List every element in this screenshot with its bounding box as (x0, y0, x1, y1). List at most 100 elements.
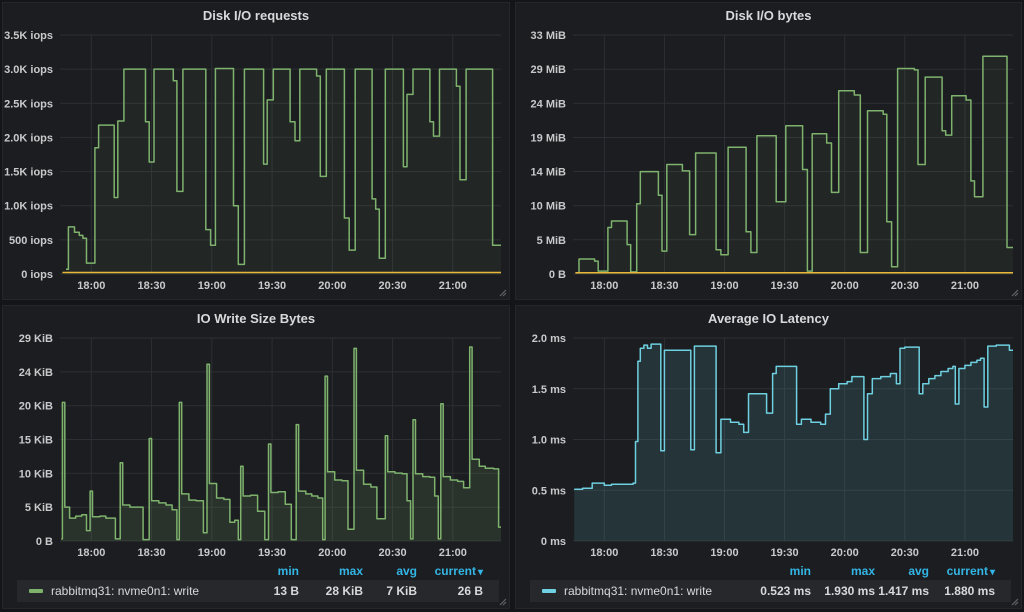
svg-text:2.0K iops: 2.0K iops (4, 132, 53, 144)
svg-text:20:30: 20:30 (379, 547, 407, 559)
sort-caret-icon: ▾ (989, 567, 995, 578)
stat-current: 1.880 ms (944, 584, 995, 598)
svg-text:19:00: 19:00 (198, 280, 226, 292)
svg-text:0 B: 0 B (36, 536, 53, 548)
svg-text:20:30: 20:30 (379, 280, 407, 292)
svg-text:3.5K iops: 3.5K iops (4, 30, 53, 42)
panel-io-write-size-bytes: IO Write Size Bytes 0 B 5 KiB 10 KiB 15 KiB… (2, 305, 510, 609)
svg-text:24 KiB: 24 KiB (19, 367, 53, 379)
svg-text:18:00: 18:00 (590, 547, 618, 559)
svg-text:24 MiB: 24 MiB (531, 98, 567, 110)
series-color-marker-icon[interactable] (29, 589, 43, 593)
stat-min: 13 B (273, 584, 299, 598)
svg-text:19:00: 19:00 (710, 547, 738, 559)
svg-text:0 B: 0 B (549, 269, 566, 281)
svg-text:19 MiB: 19 MiB (531, 133, 567, 145)
legend-sort-avg[interactable]: avg (908, 564, 929, 578)
svg-text:15 KiB: 15 KiB (19, 435, 53, 447)
svg-text:5 MiB: 5 MiB (537, 235, 566, 247)
average-io-latency-chart[interactable]: 0 ms 0.5 ms 1.0 ms 1.5 ms 2.0 ms 18:00 18:30 19… (516, 330, 1021, 562)
svg-text:21:00: 21:00 (439, 280, 467, 292)
series-name[interactable]: rabbitmq31: nvme0n1: write (564, 584, 713, 598)
legend-sort-min[interactable]: min (789, 564, 811, 578)
svg-text:18:30: 18:30 (650, 547, 678, 559)
resize-handle-icon[interactable] (1010, 597, 1019, 606)
legend-header-row: min max avg current ▾ (17, 562, 499, 580)
stat-current: 26 B (457, 584, 483, 598)
legend: min max avg current ▾ rabbitmq31: nvme0n1… (17, 562, 499, 602)
legend-sort-current[interactable]: current ▾ (946, 564, 995, 578)
svg-text:18:00: 18:00 (590, 280, 618, 292)
svg-text:19:30: 19:30 (258, 547, 286, 559)
svg-text:20:00: 20:00 (318, 280, 346, 292)
svg-text:21:00: 21:00 (951, 280, 979, 292)
svg-text:29 MiB: 29 MiB (531, 64, 567, 76)
svg-text:19:30: 19:30 (771, 547, 799, 559)
svg-text:2.0 ms: 2.0 ms (532, 333, 566, 345)
legend-series-row: rabbitmq31: nvme0n1: write 13 B 28 KiB 7… (17, 580, 499, 602)
svg-text:33 MiB: 33 MiB (531, 30, 567, 42)
panel-title[interactable]: IO Write Size Bytes (196, 311, 316, 326)
svg-text:14 MiB: 14 MiB (531, 167, 567, 179)
svg-text:10 MiB: 10 MiB (531, 201, 567, 213)
panel-disk-io-requests: Disk I/O requests 0 iops 500 iops 1.0K iop… (2, 2, 510, 300)
svg-text:19:00: 19:00 (198, 547, 226, 559)
series-color-marker-icon[interactable] (542, 589, 556, 593)
legend-header-row: min max avg current ▾ (530, 562, 1011, 580)
resize-handle-icon[interactable] (1010, 288, 1019, 297)
resize-handle-icon[interactable] (498, 288, 507, 297)
panel-title[interactable]: Disk I/O bytes (725, 8, 812, 23)
svg-text:19:00: 19:00 (710, 280, 738, 292)
svg-text:19:30: 19:30 (771, 280, 799, 292)
svg-text:1.0K iops: 1.0K iops (4, 201, 53, 213)
sort-caret-icon: ▾ (477, 567, 483, 578)
svg-text:21:00: 21:00 (439, 547, 467, 559)
resize-handle-icon[interactable] (498, 597, 507, 606)
io-write-size-bytes-chart[interactable]: 0 B 5 KiB 10 KiB 15 KiB 20 KiB 24 KiB 29 KiB 18… (3, 330, 509, 562)
legend: min max avg current ▾ rabbitmq31: nvme0n1… (530, 562, 1011, 602)
svg-text:18:30: 18:30 (138, 547, 166, 559)
svg-text:20:00: 20:00 (318, 547, 346, 559)
svg-text:18:30: 18:30 (138, 280, 166, 292)
svg-text:20:30: 20:30 (891, 547, 919, 559)
svg-text:1.5K iops: 1.5K iops (4, 167, 53, 179)
legend-sort-min[interactable]: min (277, 564, 299, 578)
svg-text:0.5 ms: 0.5 ms (532, 485, 566, 497)
legend-sort-max[interactable]: max (338, 564, 363, 578)
svg-text:18:00: 18:00 (77, 280, 105, 292)
stat-min: 0.523 ms (760, 584, 811, 598)
svg-text:18:00: 18:00 (77, 547, 105, 559)
panel-average-io-latency: Average IO Latency 0 ms 0.5 ms 1.0 ms 1.5 m… (515, 305, 1022, 609)
disk-io-requests-chart[interactable]: 0 iops 500 iops 1.0K iops 1.5K iops 2.0K iop… (3, 27, 509, 295)
stat-max: 28 KiB (325, 584, 363, 598)
svg-text:1.0 ms: 1.0 ms (532, 435, 566, 447)
panel-title[interactable]: Average IO Latency (708, 311, 829, 326)
svg-text:20:00: 20:00 (831, 280, 859, 292)
series-name[interactable]: rabbitmq31: nvme0n1: write (51, 584, 200, 598)
svg-text:20 KiB: 20 KiB (19, 401, 53, 413)
svg-text:21:00: 21:00 (951, 547, 979, 559)
legend-series-row: rabbitmq31: nvme0n1: write 0.523 ms 1.93… (530, 580, 1011, 602)
svg-text:0 iops: 0 iops (21, 269, 53, 281)
legend-sort-max[interactable]: max (850, 564, 875, 578)
panel-disk-io-bytes: Disk I/O bytes 0 B 5 MiB 10 MiB 14 MiB 19 Mi… (515, 2, 1022, 300)
legend-sort-current[interactable]: current ▾ (434, 564, 483, 578)
stat-avg: 7 KiB (386, 584, 417, 598)
svg-text:0 ms: 0 ms (541, 536, 566, 548)
svg-text:3.0K iops: 3.0K iops (4, 64, 53, 76)
svg-text:5 KiB: 5 KiB (25, 502, 53, 514)
stat-avg: 1.417 ms (878, 584, 929, 598)
legend-sort-avg[interactable]: avg (396, 564, 417, 578)
panel-title[interactable]: Disk I/O requests (202, 8, 310, 23)
svg-text:500 iops: 500 iops (9, 235, 53, 247)
svg-text:29 KiB: 29 KiB (19, 333, 53, 345)
stat-max: 1.930 ms (824, 584, 875, 598)
svg-text:20:00: 20:00 (831, 547, 859, 559)
disk-io-bytes-chart[interactable]: 0 B 5 MiB 10 MiB 14 MiB 19 MiB 24 MiB 29 MiB 33… (516, 27, 1021, 295)
svg-text:19:30: 19:30 (258, 280, 286, 292)
svg-text:18:30: 18:30 (650, 280, 678, 292)
svg-text:20:30: 20:30 (891, 280, 919, 292)
svg-text:2.5K iops: 2.5K iops (4, 98, 53, 110)
svg-text:10 KiB: 10 KiB (19, 468, 53, 480)
